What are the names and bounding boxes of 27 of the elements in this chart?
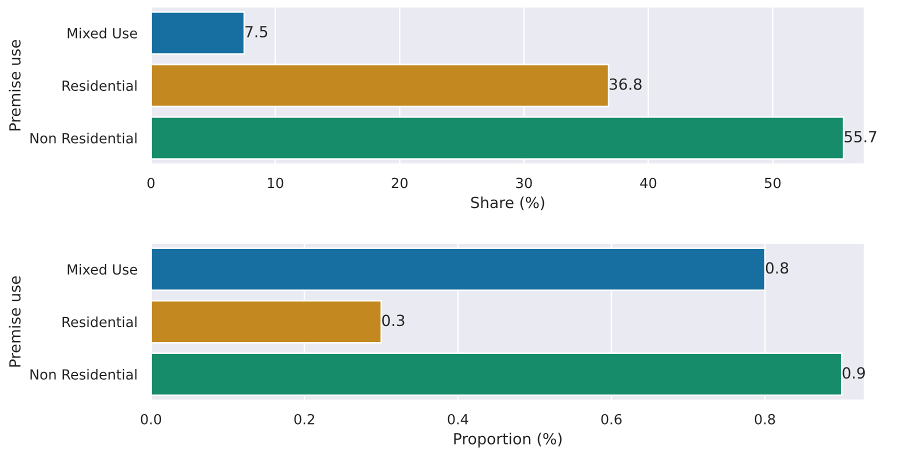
y-tick-label: Mixed Use (68, 28, 138, 38)
x-tick-label: 10 (268, 178, 284, 188)
x-tick-label: 0.0 (140, 414, 162, 424)
data-label: 0.9 (842, 367, 865, 379)
y-tick-label: Residential (62, 80, 136, 91)
x-tick-label: 0.2 (294, 414, 314, 424)
x-axis-title: Share (%) (471, 196, 544, 210)
data-label: 36.8 (610, 78, 642, 90)
x-tick-label: 0.4 (448, 414, 468, 424)
data-label: 55.7 (844, 131, 876, 142)
x-tick-label: 50 (764, 178, 781, 188)
y-axis-title: Premise use (8, 276, 21, 367)
data-label: 0.8 (766, 262, 788, 274)
x-tick-label: 20 (392, 178, 408, 188)
x-tick-label: 0.8 (754, 414, 776, 424)
y-tick-label: Residential (62, 316, 136, 328)
data-label: 7.5 (245, 26, 268, 38)
y-tick-label: Non Residential (30, 132, 136, 144)
x-tick-label: 0.6 (601, 414, 622, 424)
x-tick-label: 30 (516, 178, 532, 188)
data-label: 0.3 (382, 314, 404, 326)
x-axis-title: Proportion (%) (454, 432, 562, 448)
y-tick-label: Mixed Use (68, 264, 138, 275)
y-tick-label: Non Residential (30, 368, 136, 380)
x-tick-label: 40 (640, 178, 656, 188)
x-tick-label: 0 (147, 178, 154, 188)
y-axis-title: Premise use (8, 40, 21, 130)
